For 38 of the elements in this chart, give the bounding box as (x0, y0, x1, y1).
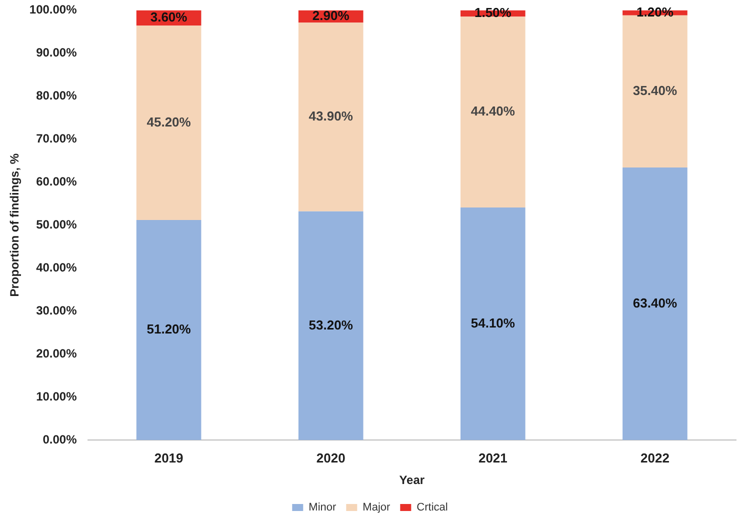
bar (136, 26, 202, 220)
y-tick-label: 20.00% (36, 346, 78, 360)
data-label: 44.40% (470, 104, 516, 119)
x-tick-label: 2022 (640, 450, 670, 466)
y-tick-label: 50.00% (36, 217, 78, 232)
y-tick-label: 90.00% (36, 45, 78, 60)
x-tick-label: 2019 (154, 450, 184, 466)
y-axis-title: Proportion of findings, % (8, 153, 22, 297)
data-label: 43.90% (308, 108, 354, 124)
data-label: 54.10% (470, 315, 516, 330)
data-label: 45.20% (146, 114, 192, 130)
data-label: 53.20% (308, 317, 354, 332)
data-label: 3.60% (150, 10, 188, 25)
y-tick-label: 10.00% (36, 389, 78, 404)
legend-label: Crtical (416, 502, 448, 514)
data-label: 51.20% (146, 322, 192, 337)
y-tick-label: 100.00% (29, 2, 78, 17)
data-label: 35.40% (632, 83, 678, 98)
x-tick-label: 2021 (478, 450, 508, 466)
y-tick-label: 60.00% (36, 174, 78, 188)
data-label: 2.90% (312, 8, 350, 24)
legend-label: Major (362, 502, 391, 514)
data-label: 63.40% (632, 295, 678, 310)
y-tick-label: 70.00% (36, 131, 78, 146)
y-tick-label: 40.00% (36, 260, 78, 274)
bar (622, 15, 688, 168)
y-tick-label: 30.00% (36, 303, 78, 318)
x-tick-label: 2020 (316, 450, 346, 466)
legend-label: Minor (308, 502, 337, 514)
x-axis-title: Year (399, 473, 425, 488)
bar (298, 22, 364, 212)
bar (622, 168, 688, 440)
y-tick-label: 0.00% (42, 432, 78, 446)
bar (298, 211, 364, 440)
bar (136, 220, 202, 440)
y-tick-label: 80.00% (36, 88, 78, 102)
bar (460, 207, 526, 440)
bar (460, 16, 526, 208)
